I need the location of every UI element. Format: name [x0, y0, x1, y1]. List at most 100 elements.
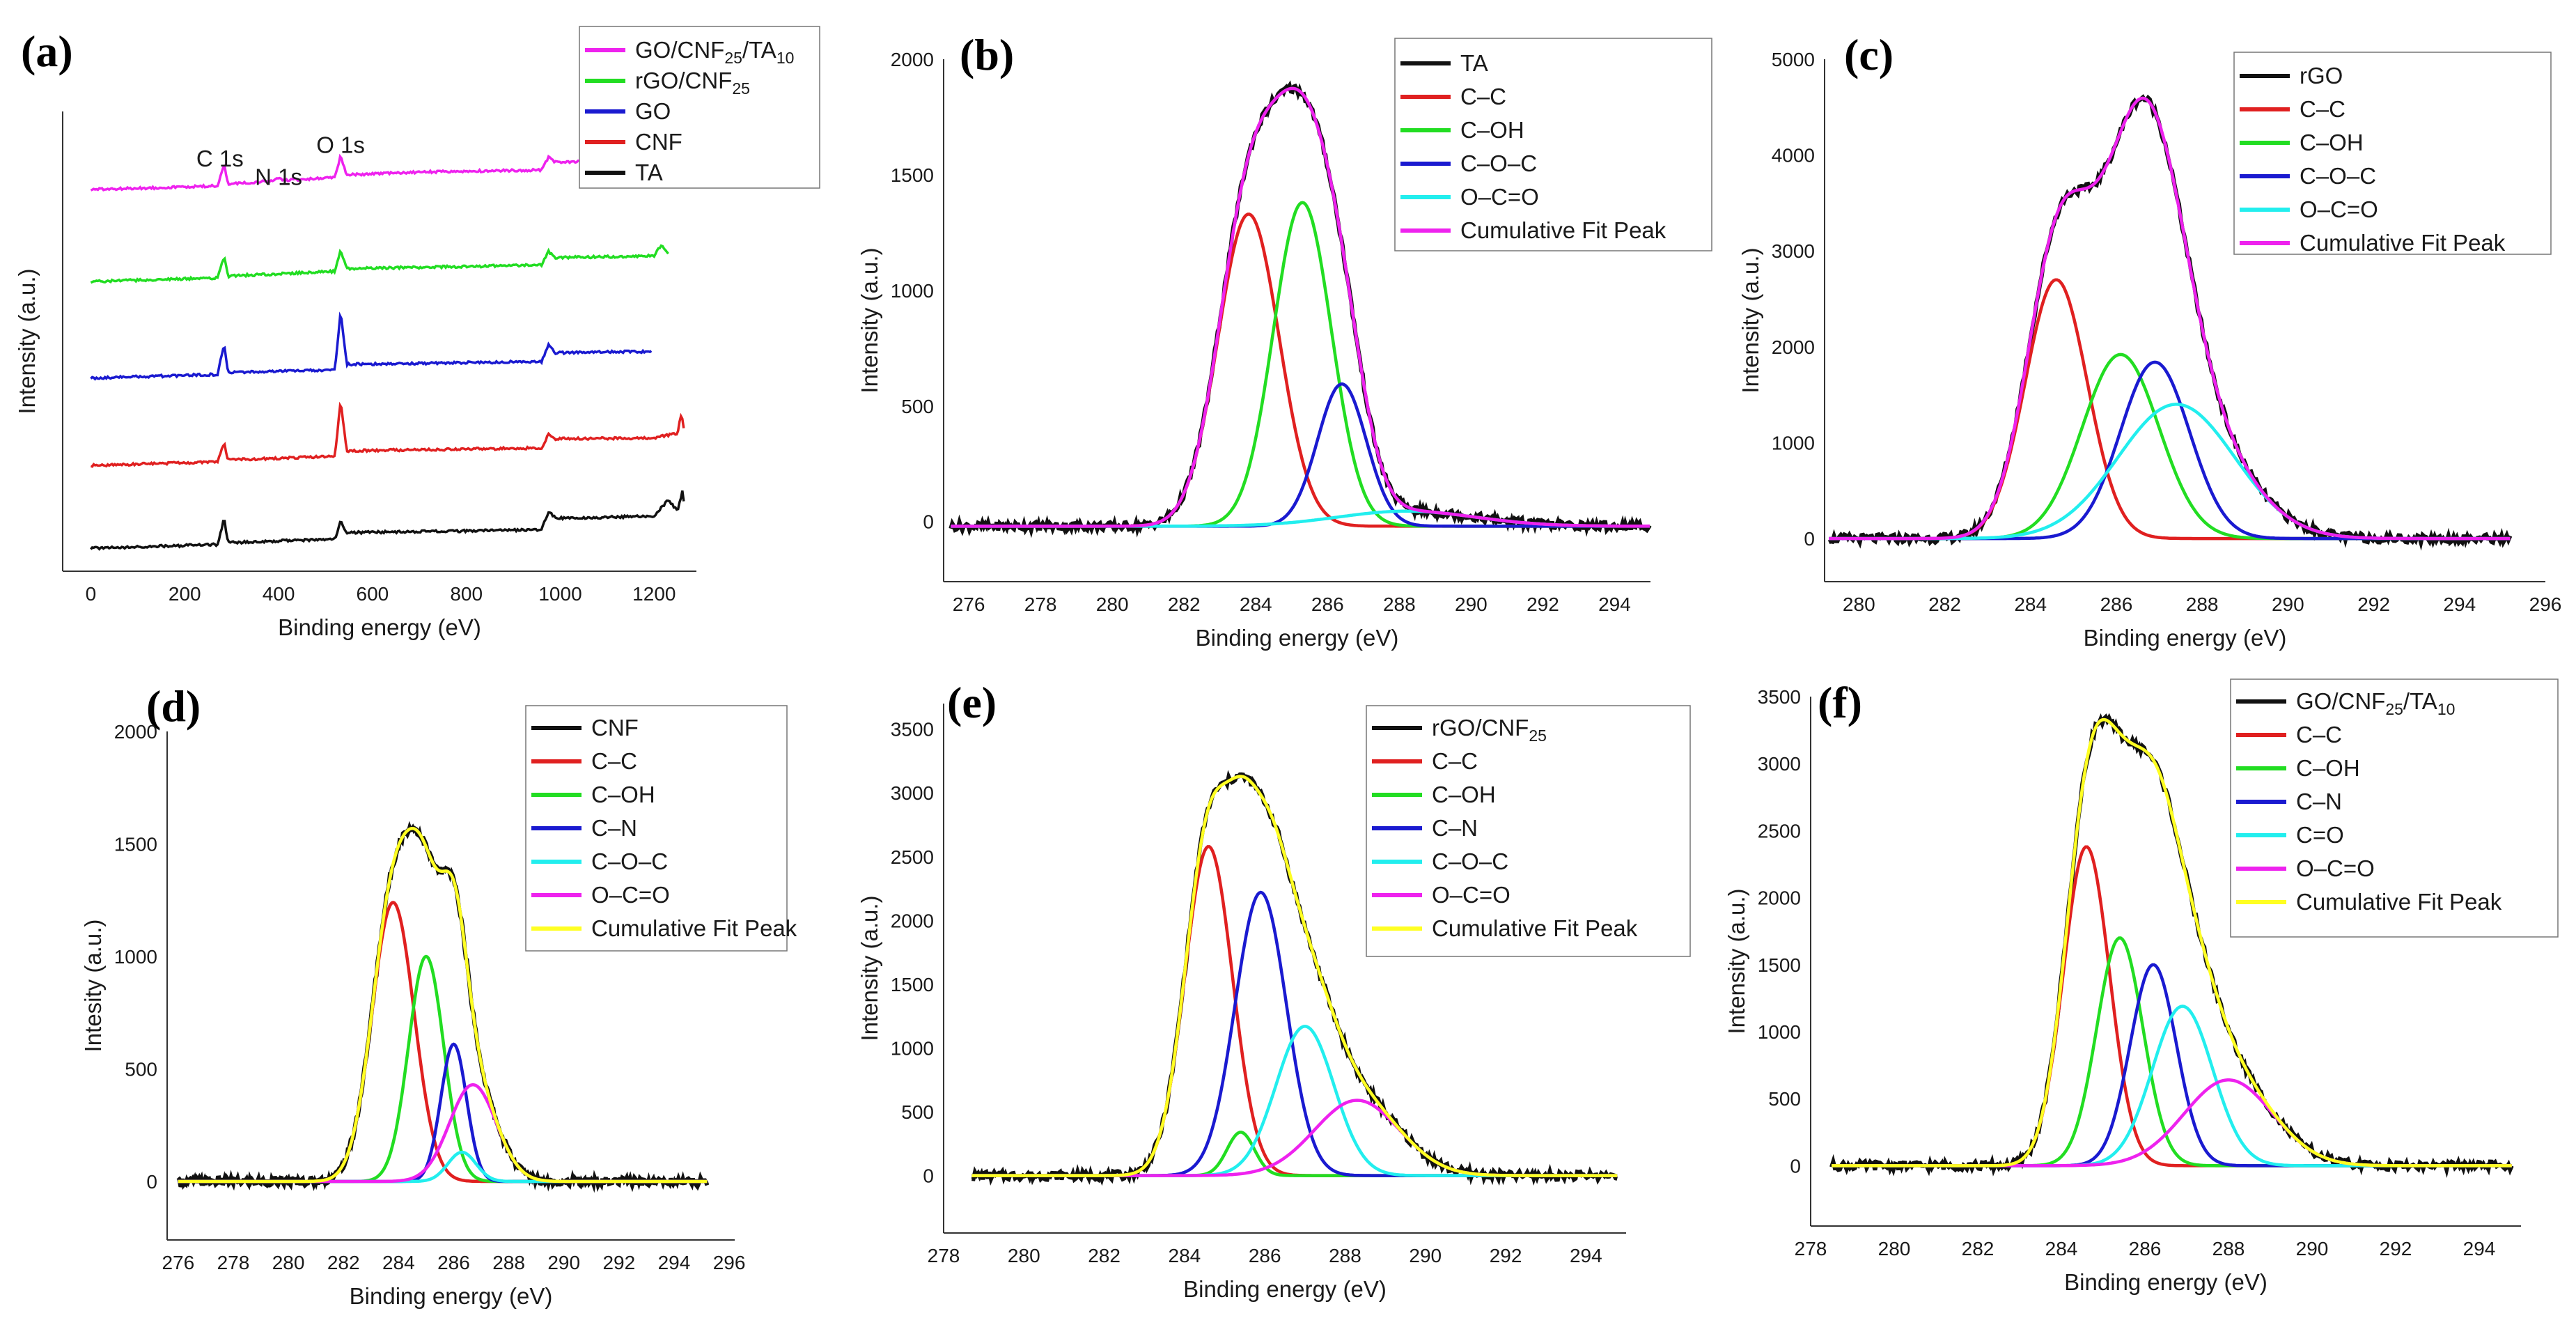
legend-entry: C–OH: [1400, 117, 1524, 143]
legend-entry: Cumulative Fit Peak: [2240, 230, 2506, 256]
x-tick-label: 284: [382, 1252, 415, 1273]
x-tick-label: 286: [1311, 594, 1344, 615]
legend-label: TA: [635, 160, 663, 185]
x-tick-label: 288: [2212, 1238, 2245, 1259]
x-tick-label: 290: [2272, 594, 2304, 615]
component-o-c-o: [1832, 1078, 2512, 1168]
legend-label: C–N: [2296, 789, 2342, 814]
panel-letter: (b): [960, 30, 1014, 79]
y-tick-label: 3500: [891, 719, 934, 740]
legend-entry: GO/CNF25/TA10: [585, 37, 794, 67]
x-tick-label: 282: [327, 1252, 360, 1273]
x-tick-label: 282: [1928, 594, 1961, 615]
legend-label: C–OH: [1432, 782, 1496, 807]
legend-entry: C–O–C: [531, 848, 668, 874]
legend-entry: C–O–C: [1400, 150, 1537, 176]
y-tick-label: 1500: [1758, 954, 1801, 976]
y-tick-label: 2000: [114, 721, 157, 743]
panel-c: (c) 280 282 284 286 288 290 292 294 296 0 1000 2000 3…: [1738, 30, 2561, 651]
x-tick-label: 290: [2296, 1238, 2329, 1259]
x-tick-label: 286: [2129, 1238, 2162, 1259]
y-tick-label: 2000: [1772, 336, 1815, 358]
x-tick-label: 0: [86, 583, 97, 605]
x-tick-label: 278: [217, 1252, 250, 1273]
plot-area: [1827, 94, 2513, 551]
x-axis-title: Binding energy (eV): [2084, 625, 2287, 651]
series-ta: [90, 490, 685, 551]
legend-entry: O–C=O: [1400, 184, 1539, 210]
x-tick-label: 292: [2380, 1238, 2412, 1259]
legend: GO/CNF25/TA10 C–C C–OH C–N C=O O–C=O Cumulativ…: [2230, 678, 2559, 938]
legend-entry: CNF: [531, 715, 639, 740]
x-tick-label: 290: [1409, 1245, 1442, 1266]
legend-label: C–O–C: [1432, 848, 1508, 874]
x-axis-title: Binding energy (eV): [350, 1283, 553, 1309]
x-axis-title: Binding energy (eV): [2064, 1269, 2267, 1295]
x-axis-title: Binding energy (eV): [1196, 625, 1399, 651]
cumulative-fit: [951, 86, 1650, 528]
legend-entry: TA: [1400, 50, 1488, 76]
legend-box: [579, 26, 820, 189]
x-tick-label: 400: [263, 583, 295, 605]
component-o-c-o: [1829, 403, 2511, 541]
x-tick-label: 290: [1455, 594, 1488, 615]
y-tick-label: 0: [146, 1171, 157, 1193]
legend-label: C–C: [2300, 96, 2345, 122]
x-tick-label: 292: [2357, 594, 2390, 615]
legend-entry: C–C: [1400, 84, 1506, 109]
legend-label: C–O–C: [1460, 150, 1537, 176]
x-tick-label: 284: [1240, 594, 1272, 615]
legend-label: GO: [635, 98, 671, 124]
y-tick-label: 1000: [891, 1037, 934, 1059]
legend-label: GO/CNF25/TA10: [2296, 688, 2455, 718]
component-o-c-o: [971, 1099, 1618, 1177]
y-tick-label: 1500: [891, 974, 934, 995]
legend-entry: O–C=O: [2236, 855, 2375, 881]
legend: TA C–C C–OH C–O–C O–C=O Cumulative Fit Peak: [1394, 38, 1712, 251]
legend-entry: C–N: [1372, 815, 1478, 841]
y-tick-label: 1500: [114, 834, 157, 855]
panel-letter: (f): [1818, 678, 1862, 727]
legend-label: C=O: [2296, 822, 2344, 848]
series-go: [90, 311, 653, 381]
legend-label: C–N: [1432, 815, 1478, 841]
legend-entry: C–OH: [2240, 130, 2364, 155]
y-tick-label: 2000: [1758, 887, 1801, 909]
y-tick-label: 0: [1804, 528, 1815, 550]
component-c-o-c: [1829, 360, 2511, 541]
x-tick-label: 294: [1570, 1245, 1602, 1266]
x-tick-label: 286: [437, 1252, 470, 1273]
component-c-oh: [1829, 352, 2511, 541]
x-tick-label: 1200: [632, 583, 676, 605]
y-tick-label: 2000: [891, 910, 934, 931]
legend-label: GO/CNF25/TA10: [635, 37, 794, 67]
legend-entry: C–N: [2236, 789, 2342, 814]
legend-label: CNF: [635, 129, 682, 155]
legend-label: C–C: [1432, 748, 1478, 774]
y-tick-label: 2000: [891, 49, 934, 70]
y-axis-title: Intensity (a.u.): [857, 247, 882, 393]
legend-entry: O–C=O: [1372, 882, 1511, 908]
legend-label: C–OH: [1460, 117, 1524, 143]
x-tick-label: 282: [1088, 1245, 1121, 1266]
component-c-oh: [1832, 936, 2512, 1168]
legend-entry: C=O: [2236, 822, 2344, 848]
legend-label: Cumulative Fit Peak: [591, 915, 797, 941]
legend-entry: Cumulative Fit Peak: [1400, 217, 1666, 243]
x-tick-label: 276: [953, 594, 985, 615]
x-tick-label: 1000: [538, 583, 581, 605]
legend-entry: TA: [585, 160, 663, 185]
y-tick-label: 1000: [114, 946, 157, 968]
cumulative-fit: [971, 775, 1618, 1177]
panel-e: (e) 278 280 282 284 286 288 290 292 294 0 500 1000 15…: [857, 678, 1691, 1302]
y-axis-title: Intensity (a.u.): [1724, 888, 1749, 1034]
plot-area: [176, 821, 710, 1193]
peak-label-n-1s: N 1s: [255, 164, 302, 190]
x-tick-label: 294: [2463, 1238, 2496, 1259]
legend-entry: C–O–C: [2240, 163, 2376, 189]
y-axis-title: Intensity (a.u.): [1738, 247, 1763, 393]
x-tick-label: 276: [162, 1252, 194, 1273]
y-tick-label: 2500: [891, 846, 934, 868]
x-tick-label: 286: [2100, 594, 2133, 615]
legend-entry: rGO: [2240, 63, 2343, 88]
